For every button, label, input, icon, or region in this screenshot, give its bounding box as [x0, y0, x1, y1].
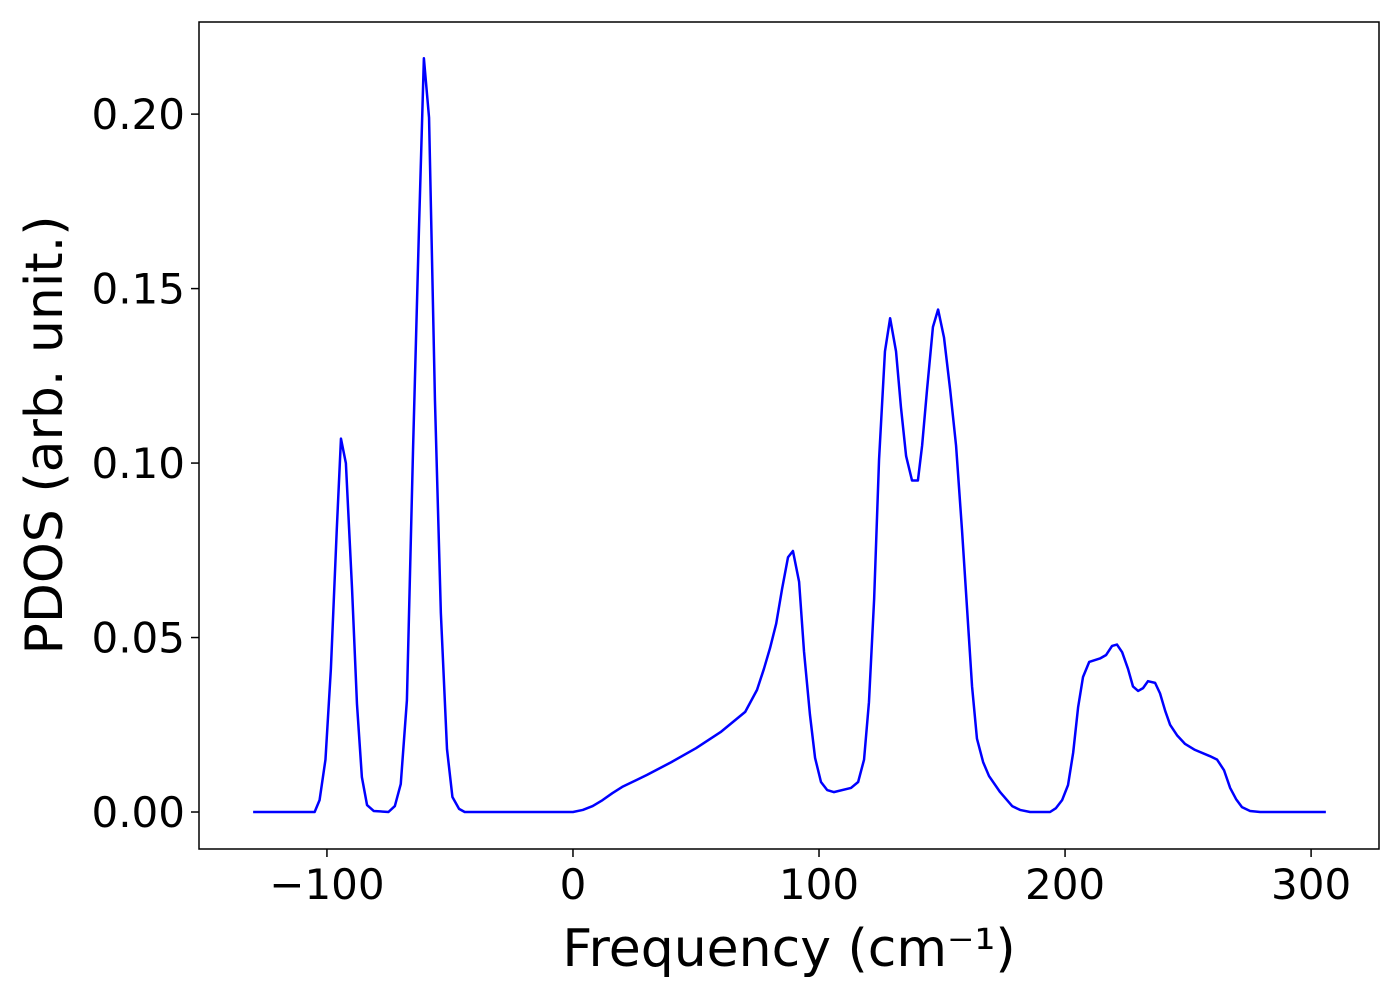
x-tick-label: −100 [269, 860, 384, 909]
y-tick-label: 0.10 [91, 439, 185, 488]
y-axis-label: PDOS (arb. unit.) [15, 215, 75, 654]
x-tick-label: 300 [1271, 860, 1351, 909]
line [253, 57, 1326, 814]
x-tick-label: 200 [1025, 860, 1105, 909]
x-tick-label: 0 [560, 860, 587, 909]
y-tick-label: 0.20 [91, 90, 185, 139]
y-tick-label: 0.05 [91, 614, 185, 663]
x-tick-label: 100 [779, 860, 859, 909]
y-tick-label: 0.00 [91, 788, 185, 837]
y-tick-label: 0.15 [91, 265, 185, 314]
plot-frame [198, 21, 1380, 850]
x-axis-label: Frequency (cm⁻¹) [562, 919, 1015, 979]
